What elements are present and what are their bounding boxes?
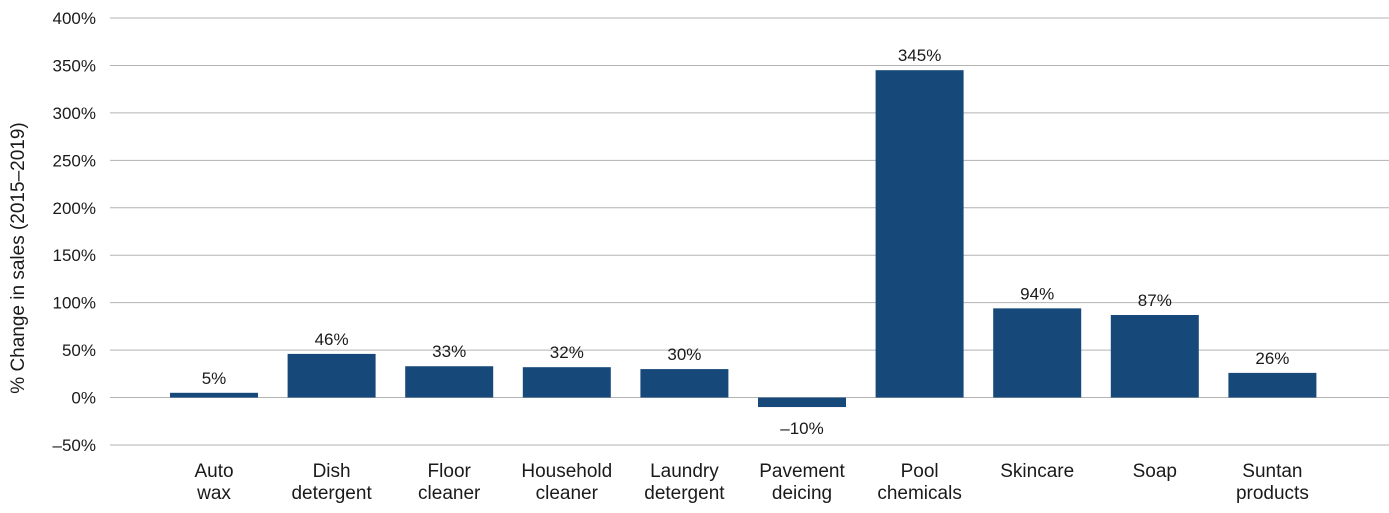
bar-suntan-products — [1228, 372, 1317, 398]
data-labels: 5% 46% 33% 32% 30% –10% 345% 94% 87% 26% — [202, 46, 1290, 438]
category-label-suntan-products: Suntan products — [1236, 461, 1309, 504]
data-label-floor-cleaner: 33% — [432, 342, 466, 361]
data-label-skincare: 94% — [1020, 284, 1054, 303]
bar-pool-chemicals — [875, 70, 964, 398]
y-tick-label: 400% — [53, 9, 96, 28]
category-label-line: Suntan — [1242, 461, 1302, 482]
data-label-dish-detergent: 46% — [315, 330, 349, 349]
bars — [170, 70, 1317, 408]
category-label-pool-chemicals: Pool chemicals — [877, 461, 961, 504]
bar-laundry-detergent — [640, 369, 729, 398]
category-label-line: detergent — [291, 483, 372, 504]
y-tick-label: 200% — [53, 199, 96, 218]
y-tick-label: 350% — [53, 56, 96, 75]
data-label-pool-chemicals: 345% — [898, 46, 941, 65]
bar-dish-detergent — [287, 353, 376, 398]
category-label-line: Soap — [1133, 461, 1177, 482]
y-tick-label: 300% — [53, 104, 96, 123]
y-tick-label: 150% — [53, 246, 96, 265]
category-label-line: Floor — [428, 461, 472, 482]
y-tick-label: 100% — [53, 294, 96, 313]
y-tick-label: 250% — [53, 151, 96, 170]
data-label-pavement-deicing: –10% — [780, 419, 823, 438]
category-label-laundry-detergent: Laundry detergent — [644, 461, 725, 504]
category-label-auto-wax: Auto wax — [194, 461, 233, 504]
bar-auto-wax — [170, 392, 258, 398]
data-label-suntan-products: 26% — [1255, 349, 1289, 368]
bar-pavement-deicing — [758, 397, 846, 408]
category-label-line: Auto — [194, 461, 233, 482]
y-tick-label: 50% — [62, 341, 96, 360]
category-label-line: cleaner — [536, 483, 599, 504]
category-label-line: Skincare — [1000, 461, 1074, 482]
y-tick-label: 0% — [71, 389, 96, 408]
category-label-pavement-deicing: Pavement deicing — [759, 461, 845, 504]
category-label-dish-detergent: Dish detergent — [291, 461, 372, 504]
data-label-auto-wax: 5% — [202, 369, 227, 388]
category-label-line: detergent — [644, 483, 725, 504]
category-label-line: Pavement — [759, 461, 845, 482]
category-label-line: wax — [196, 483, 231, 504]
y-tick-labels: –50% 0% 50% 100% 150% 200% 250% 300% 350% 400% — [53, 9, 96, 455]
category-label-line: chemicals — [877, 483, 961, 504]
category-label-line: Dish — [313, 461, 351, 482]
bar-household-cleaner — [522, 367, 611, 398]
bar-soap — [1110, 315, 1199, 398]
category-label-skincare: Skincare — [1000, 461, 1074, 482]
y-tick-label: –50% — [53, 436, 96, 455]
category-label-floor-cleaner: Floor cleaner — [418, 461, 481, 504]
category-label-household-cleaner: Household cleaner — [521, 461, 612, 504]
bar-skincare — [993, 308, 1082, 398]
category-label-line: Pool — [901, 461, 939, 482]
category-label-line: cleaner — [418, 483, 481, 504]
category-label-soap: Soap — [1133, 461, 1177, 482]
data-label-soap: 87% — [1138, 291, 1172, 310]
category-label-line: Household — [521, 461, 612, 482]
category-label-line: products — [1236, 483, 1309, 504]
bar-floor-cleaner — [405, 366, 494, 398]
y-axis-title: % Change in sales (2015–2019) — [8, 122, 29, 393]
data-label-laundry-detergent: 30% — [667, 345, 701, 364]
data-label-household-cleaner: 32% — [550, 343, 584, 362]
category-label-line: Laundry — [650, 461, 719, 482]
category-label-line: deicing — [772, 483, 832, 504]
